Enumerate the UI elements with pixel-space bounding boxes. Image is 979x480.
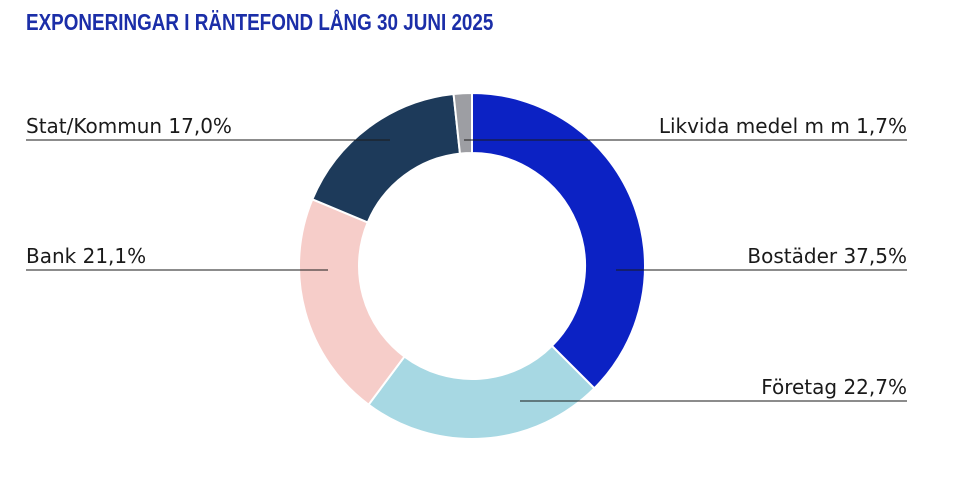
label-likvida-medel-m-m: Likvida medel m m 1,7% xyxy=(659,114,907,138)
donut-slices xyxy=(298,91,646,440)
slice-bank xyxy=(298,197,406,407)
leader-lines xyxy=(26,139,907,402)
label-stat-kommun: Stat/Kommun 17,0% xyxy=(26,114,232,138)
label-bostader: Bostäder 37,5% xyxy=(747,244,907,268)
chart-title: EXPONERINGAR I RÄNTEFOND LÅNG 30 JUNI 20… xyxy=(26,9,494,35)
slice-bostader xyxy=(471,91,646,390)
label-foretag: Företag 22,7% xyxy=(761,375,907,399)
slice-likvida-medel-m-m xyxy=(452,91,473,155)
label-bank: Bank 21,1% xyxy=(26,244,146,268)
slice-stat-kommun xyxy=(311,92,462,224)
slice-labels: Bostäder 37,5% Företag 22,7% Bank 21,1% Sta… xyxy=(26,114,907,399)
